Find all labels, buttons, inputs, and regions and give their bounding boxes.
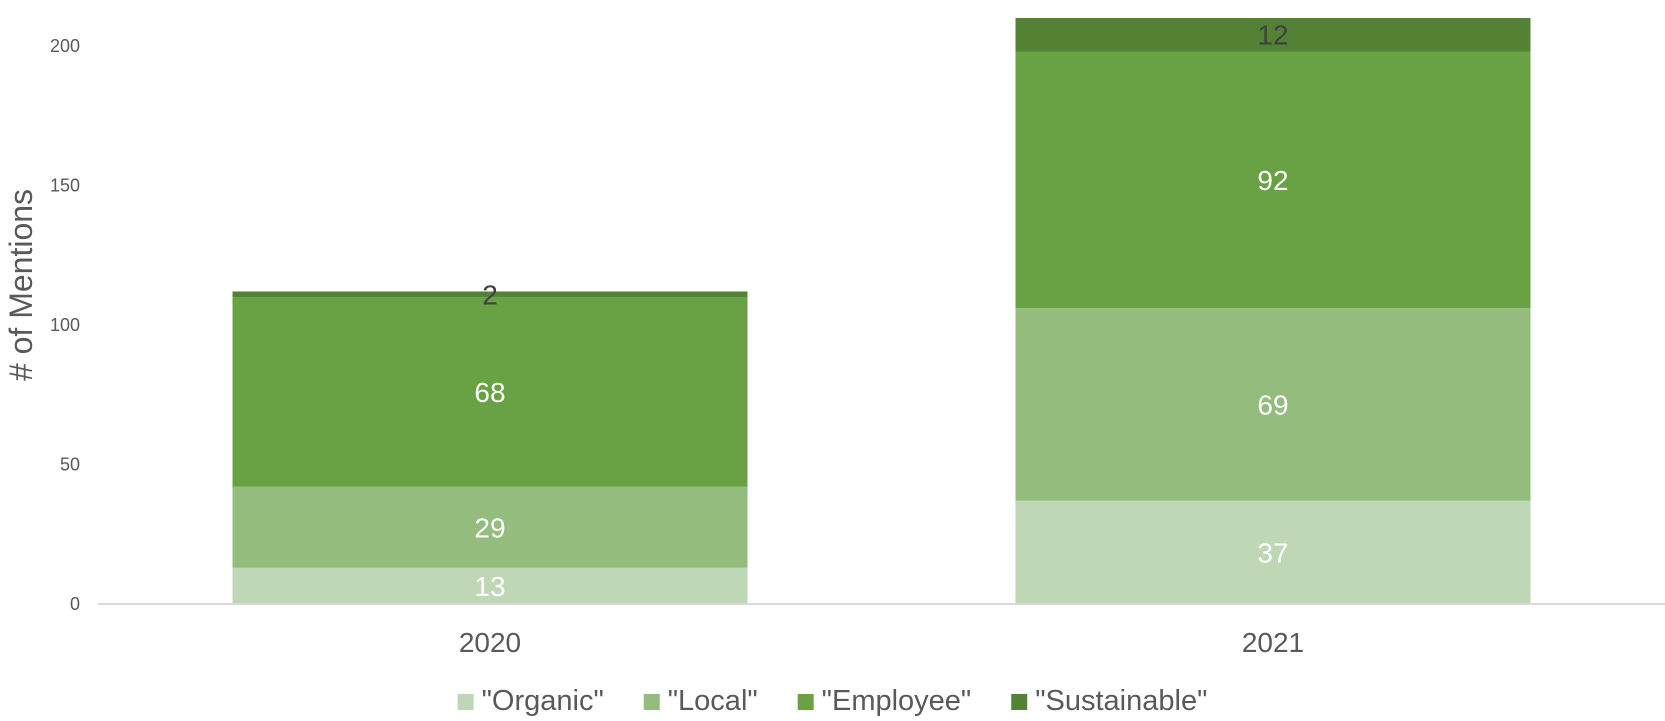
y-axis-title: # of Mentions [3,189,39,381]
bar-segment [232,567,748,604]
bar-value-label: 2 [482,279,498,310]
bar-segment [1015,308,1531,501]
bar-value-label: 69 [1257,389,1288,420]
bar-segment [1015,18,1531,52]
x-axis-ticks: 2020 2021 [459,627,1304,658]
y-tick-label: 50 [60,454,80,474]
bar-value-label: 12 [1257,20,1288,51]
y-tick-label: 150 [50,175,80,195]
bar-value-label: 92 [1257,165,1288,196]
bar-segment [232,297,748,487]
legend-item: "Organic" [457,685,604,717]
bar-value-label: 13 [474,571,505,602]
legend-label: "Organic" [482,685,604,717]
bars: 13 29 68 2 37 69 92 12 [232,18,1531,604]
bar-segment [232,486,748,568]
bar-segment [1015,51,1531,309]
legend-swatch [1011,694,1028,710]
legend-item: "Local" [643,685,758,717]
bar-segment [1015,500,1531,604]
legend-item: "Employee" [797,685,972,717]
legend-label: "Employee" [822,685,972,717]
bar-segment [232,291,748,298]
legend-swatch [797,694,814,710]
y-tick-label: 0 [70,594,80,614]
legend-label: "Local" [668,685,758,717]
x-tick-label: 2021 [1242,627,1304,658]
legend-item: "Sustainable" [1011,685,1207,717]
bar-value-label: 37 [1257,537,1288,568]
y-tick-label: 200 [50,36,80,56]
bar-value-label: 29 [474,512,505,543]
legend: "Organic" "Local" "Employee" "Sustainable" [457,685,1207,717]
y-tick-label: 100 [50,315,80,335]
x-tick-label: 2020 [459,627,521,658]
y-axis-ticks: 0 50 100 150 200 [50,36,80,614]
legend-swatch [457,694,474,710]
bar-value-label: 68 [474,377,505,408]
legend-swatch [643,694,660,710]
legend-label: "Sustainable" [1035,685,1207,717]
